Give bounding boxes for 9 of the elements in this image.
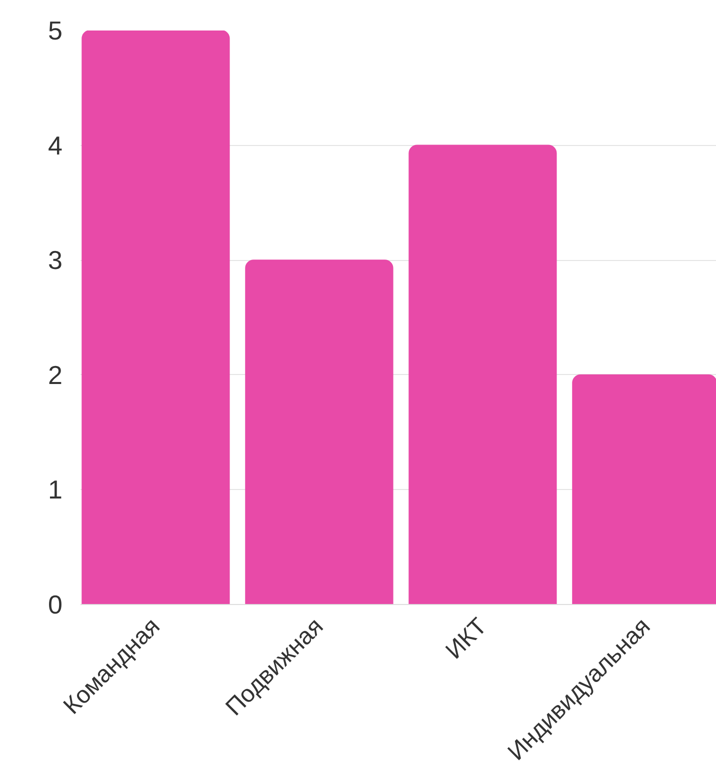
- y-tick-label: 2: [48, 360, 63, 390]
- y-tick-label: 5: [48, 16, 63, 46]
- y-tick-label: 3: [48, 245, 63, 276]
- bar: [82, 30, 230, 604]
- y-tick-label: 4: [48, 130, 63, 160]
- y-tick-label: 0: [48, 590, 63, 620]
- bar: [408, 144, 557, 604]
- y-tick-label: 1: [48, 474, 63, 505]
- bar: [245, 260, 394, 604]
